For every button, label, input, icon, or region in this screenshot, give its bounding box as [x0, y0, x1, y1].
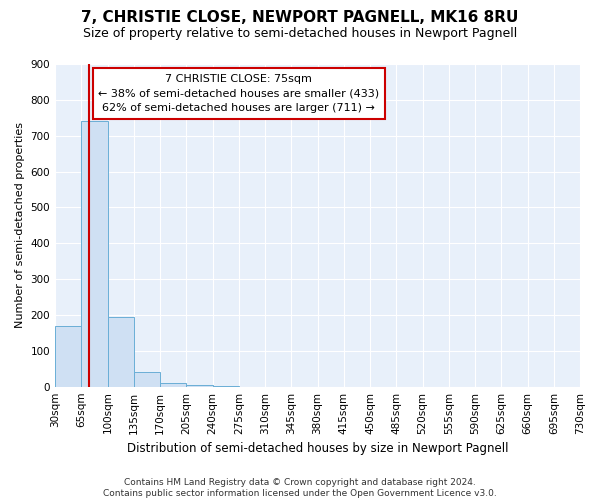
X-axis label: Distribution of semi-detached houses by size in Newport Pagnell: Distribution of semi-detached houses by …	[127, 442, 508, 455]
Bar	[55, 326, 81, 386]
Bar	[160, 383, 186, 386]
Y-axis label: Number of semi-detached properties: Number of semi-detached properties	[15, 122, 25, 328]
Text: Size of property relative to semi-detached houses in Newport Pagnell: Size of property relative to semi-detach…	[83, 28, 517, 40]
Text: 7 CHRISTIE CLOSE: 75sqm
← 38% of semi-detached houses are smaller (433)
62% of s: 7 CHRISTIE CLOSE: 75sqm ← 38% of semi-de…	[98, 74, 379, 114]
Text: 7, CHRISTIE CLOSE, NEWPORT PAGNELL, MK16 8RU: 7, CHRISTIE CLOSE, NEWPORT PAGNELL, MK16…	[82, 10, 518, 25]
Bar	[107, 317, 134, 386]
Bar	[186, 385, 212, 386]
Bar	[81, 122, 107, 386]
Text: Contains HM Land Registry data © Crown copyright and database right 2024.
Contai: Contains HM Land Registry data © Crown c…	[103, 478, 497, 498]
Bar	[134, 372, 160, 386]
